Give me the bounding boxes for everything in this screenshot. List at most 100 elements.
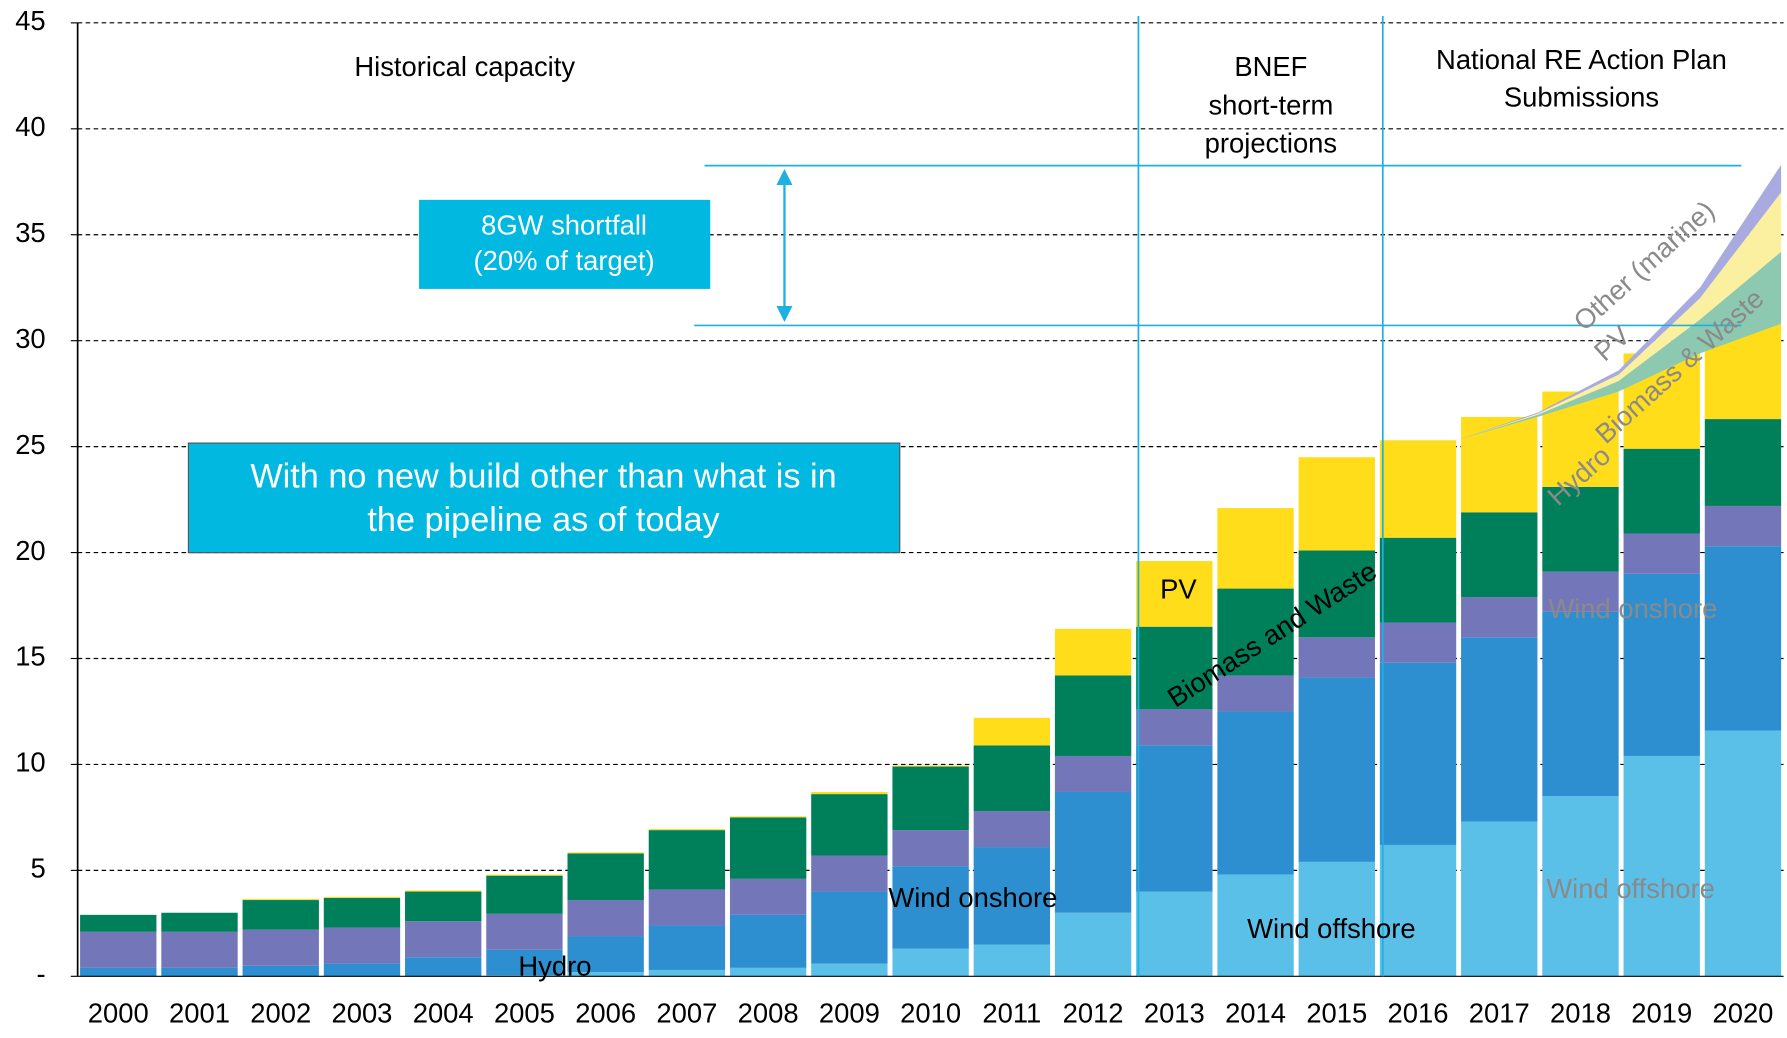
bar-segment [323, 927, 401, 964]
shortfall-box [419, 199, 711, 289]
bar-segment [1542, 611, 1619, 797]
projection-layer [1456, 251, 1782, 441]
x-tick-label: 2011 [982, 997, 1041, 1028]
axes: - 5 10 15 20 25 30 35 40 45 2000 2001 2002 2003 2004 20… [15, 5, 1784, 1028]
bar-segment [811, 963, 888, 977]
x-tick-label: 2018 [1550, 997, 1611, 1028]
bar-segment [1704, 730, 1782, 977]
bar-segment [811, 794, 888, 856]
y-tick-label: 25 [15, 429, 45, 460]
bar-segment [567, 852, 644, 854]
bar-segment [1461, 597, 1538, 638]
section-label: Submissions [1504, 82, 1659, 113]
x-tick-label: 2012 [1063, 997, 1124, 1028]
bar-segment [973, 944, 1051, 977]
bar-segment [892, 765, 969, 767]
bar-segment [1054, 791, 1132, 913]
bar-segment [161, 912, 238, 932]
bar-segment [973, 811, 1051, 848]
bar-segment [161, 967, 238, 977]
bar-segment [323, 963, 401, 977]
y-tick-label: 20 [15, 535, 45, 566]
bar-segment [1461, 512, 1538, 598]
series-label: PV [1160, 574, 1197, 605]
bar-segment [1136, 626, 1213, 710]
section-label: projections [1205, 127, 1337, 158]
bar-segment [1704, 546, 1782, 731]
bar-segment [405, 957, 482, 977]
bar-segment [1379, 662, 1457, 845]
bar-segment [729, 816, 807, 818]
bar-segment [811, 891, 888, 964]
bar-segment [1379, 622, 1457, 663]
shortfall-text: 8GW shortfall [481, 209, 647, 240]
y-tick-label: 30 [15, 323, 45, 354]
bar-segment [1623, 755, 1700, 977]
x-tick-label: 2017 [1469, 997, 1530, 1028]
y-tick-label: 45 [15, 5, 45, 36]
bars [80, 323, 1782, 977]
x-tick-label: 2013 [1144, 997, 1205, 1028]
bar-segment [405, 890, 482, 892]
bar-segment [811, 791, 888, 795]
bar-segment [1379, 440, 1457, 538]
bar-segment [892, 830, 969, 867]
pipeline-box [187, 442, 901, 554]
pipeline-text: With no new build other than what is in [250, 458, 836, 496]
bar-segment [1136, 561, 1213, 627]
bar-segment [567, 853, 644, 901]
y-tick-label: 15 [15, 641, 45, 672]
bar-segment [1136, 745, 1213, 892]
bar-segment [1461, 821, 1538, 977]
x-tick-label: 2000 [88, 997, 149, 1028]
bar-segment [1542, 571, 1619, 612]
bar-segment [567, 936, 644, 973]
x-tick-label: 2016 [1388, 997, 1449, 1028]
bar-segment [1298, 861, 1375, 977]
bar-segment [242, 898, 319, 901]
bar-segment [892, 866, 969, 949]
bar-segment [1704, 419, 1782, 506]
section-label: short-term [1208, 90, 1333, 121]
bar-segment [1298, 637, 1375, 678]
bar-segment [729, 817, 807, 879]
bar-segment [648, 969, 726, 977]
bar-segment [80, 931, 157, 968]
bar-segment [567, 972, 644, 977]
bar-segment [567, 900, 644, 937]
x-tick-label: 2020 [1712, 997, 1773, 1028]
x-tick-label: 2014 [1225, 997, 1286, 1028]
bar-segment [323, 897, 401, 928]
x-tick-label: 2019 [1631, 997, 1692, 1028]
series-label: Hydro [518, 951, 591, 982]
bar-segment [80, 967, 157, 977]
y-tick-label: - [37, 959, 46, 990]
x-tick-label: 2002 [250, 997, 311, 1028]
x-tick-label: 2008 [738, 997, 799, 1028]
bar-segment [80, 914, 157, 932]
series-label: Wind offshore [1247, 913, 1416, 944]
bar-segment [729, 967, 807, 977]
bar-segment [973, 717, 1051, 746]
bar-segment [1217, 711, 1294, 875]
section-label: Historical capacity [354, 51, 575, 82]
bar-segment [1054, 675, 1132, 756]
pipeline-text: the pipeline as of today [367, 501, 720, 539]
bar-segment [973, 745, 1051, 812]
bar-segment [1623, 448, 1700, 534]
bar-segment [486, 949, 563, 976]
x-tick-label: 2009 [819, 997, 880, 1028]
bar-segment [648, 829, 726, 831]
bar-segment [323, 896, 401, 898]
bar-segment [1136, 709, 1213, 746]
bar-segment [161, 931, 238, 968]
bar-segment [1136, 891, 1213, 977]
bar-segment [1298, 677, 1375, 862]
projection-area [1456, 164, 1782, 441]
bar-segment [1379, 844, 1457, 977]
bar-segment [486, 913, 563, 950]
y-tick-label: 10 [15, 747, 45, 778]
bar-segment [1217, 588, 1294, 676]
bar-segment [973, 847, 1051, 945]
bar-segment [1298, 550, 1375, 638]
